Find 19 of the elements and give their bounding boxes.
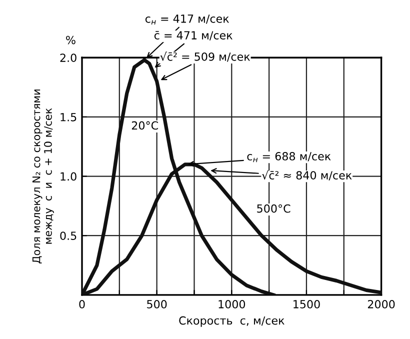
x-tick-label: 0 <box>79 300 85 308</box>
y-tick-label: 1.5 <box>60 113 76 122</box>
series-label: 20°C <box>132 121 158 130</box>
annotation: √c̄² = 509 м/сек <box>160 52 250 62</box>
series-label: 500°C <box>257 204 290 213</box>
x-tick-label: 1500 <box>294 300 320 308</box>
y-tick-label: 1.0 <box>60 172 76 181</box>
text: % <box>66 36 76 44</box>
x-tick-label: 2000 <box>368 300 395 308</box>
y-axis-title: Доля молекул N₂ со скоростями между c и c + 10 м/сек <box>32 90 54 264</box>
x-tick-label: 1000 <box>218 300 246 308</box>
annotation: √c̄² ≈ 840 м/сек <box>262 170 352 180</box>
annotation: c̄ = 471 м/сек <box>154 31 232 40</box>
y-tick-label: 2.0 <box>60 54 76 62</box>
annotation: c$_{н}$ = 688 м/сек <box>247 152 331 162</box>
annotation: c$_{н}$ = 417 м/сек <box>145 14 229 25</box>
x-tick-label: 500 <box>147 300 167 308</box>
x-axis-title: Скорость c, м/сек <box>179 316 284 327</box>
y-tick-label: 0.5 <box>60 232 76 240</box>
